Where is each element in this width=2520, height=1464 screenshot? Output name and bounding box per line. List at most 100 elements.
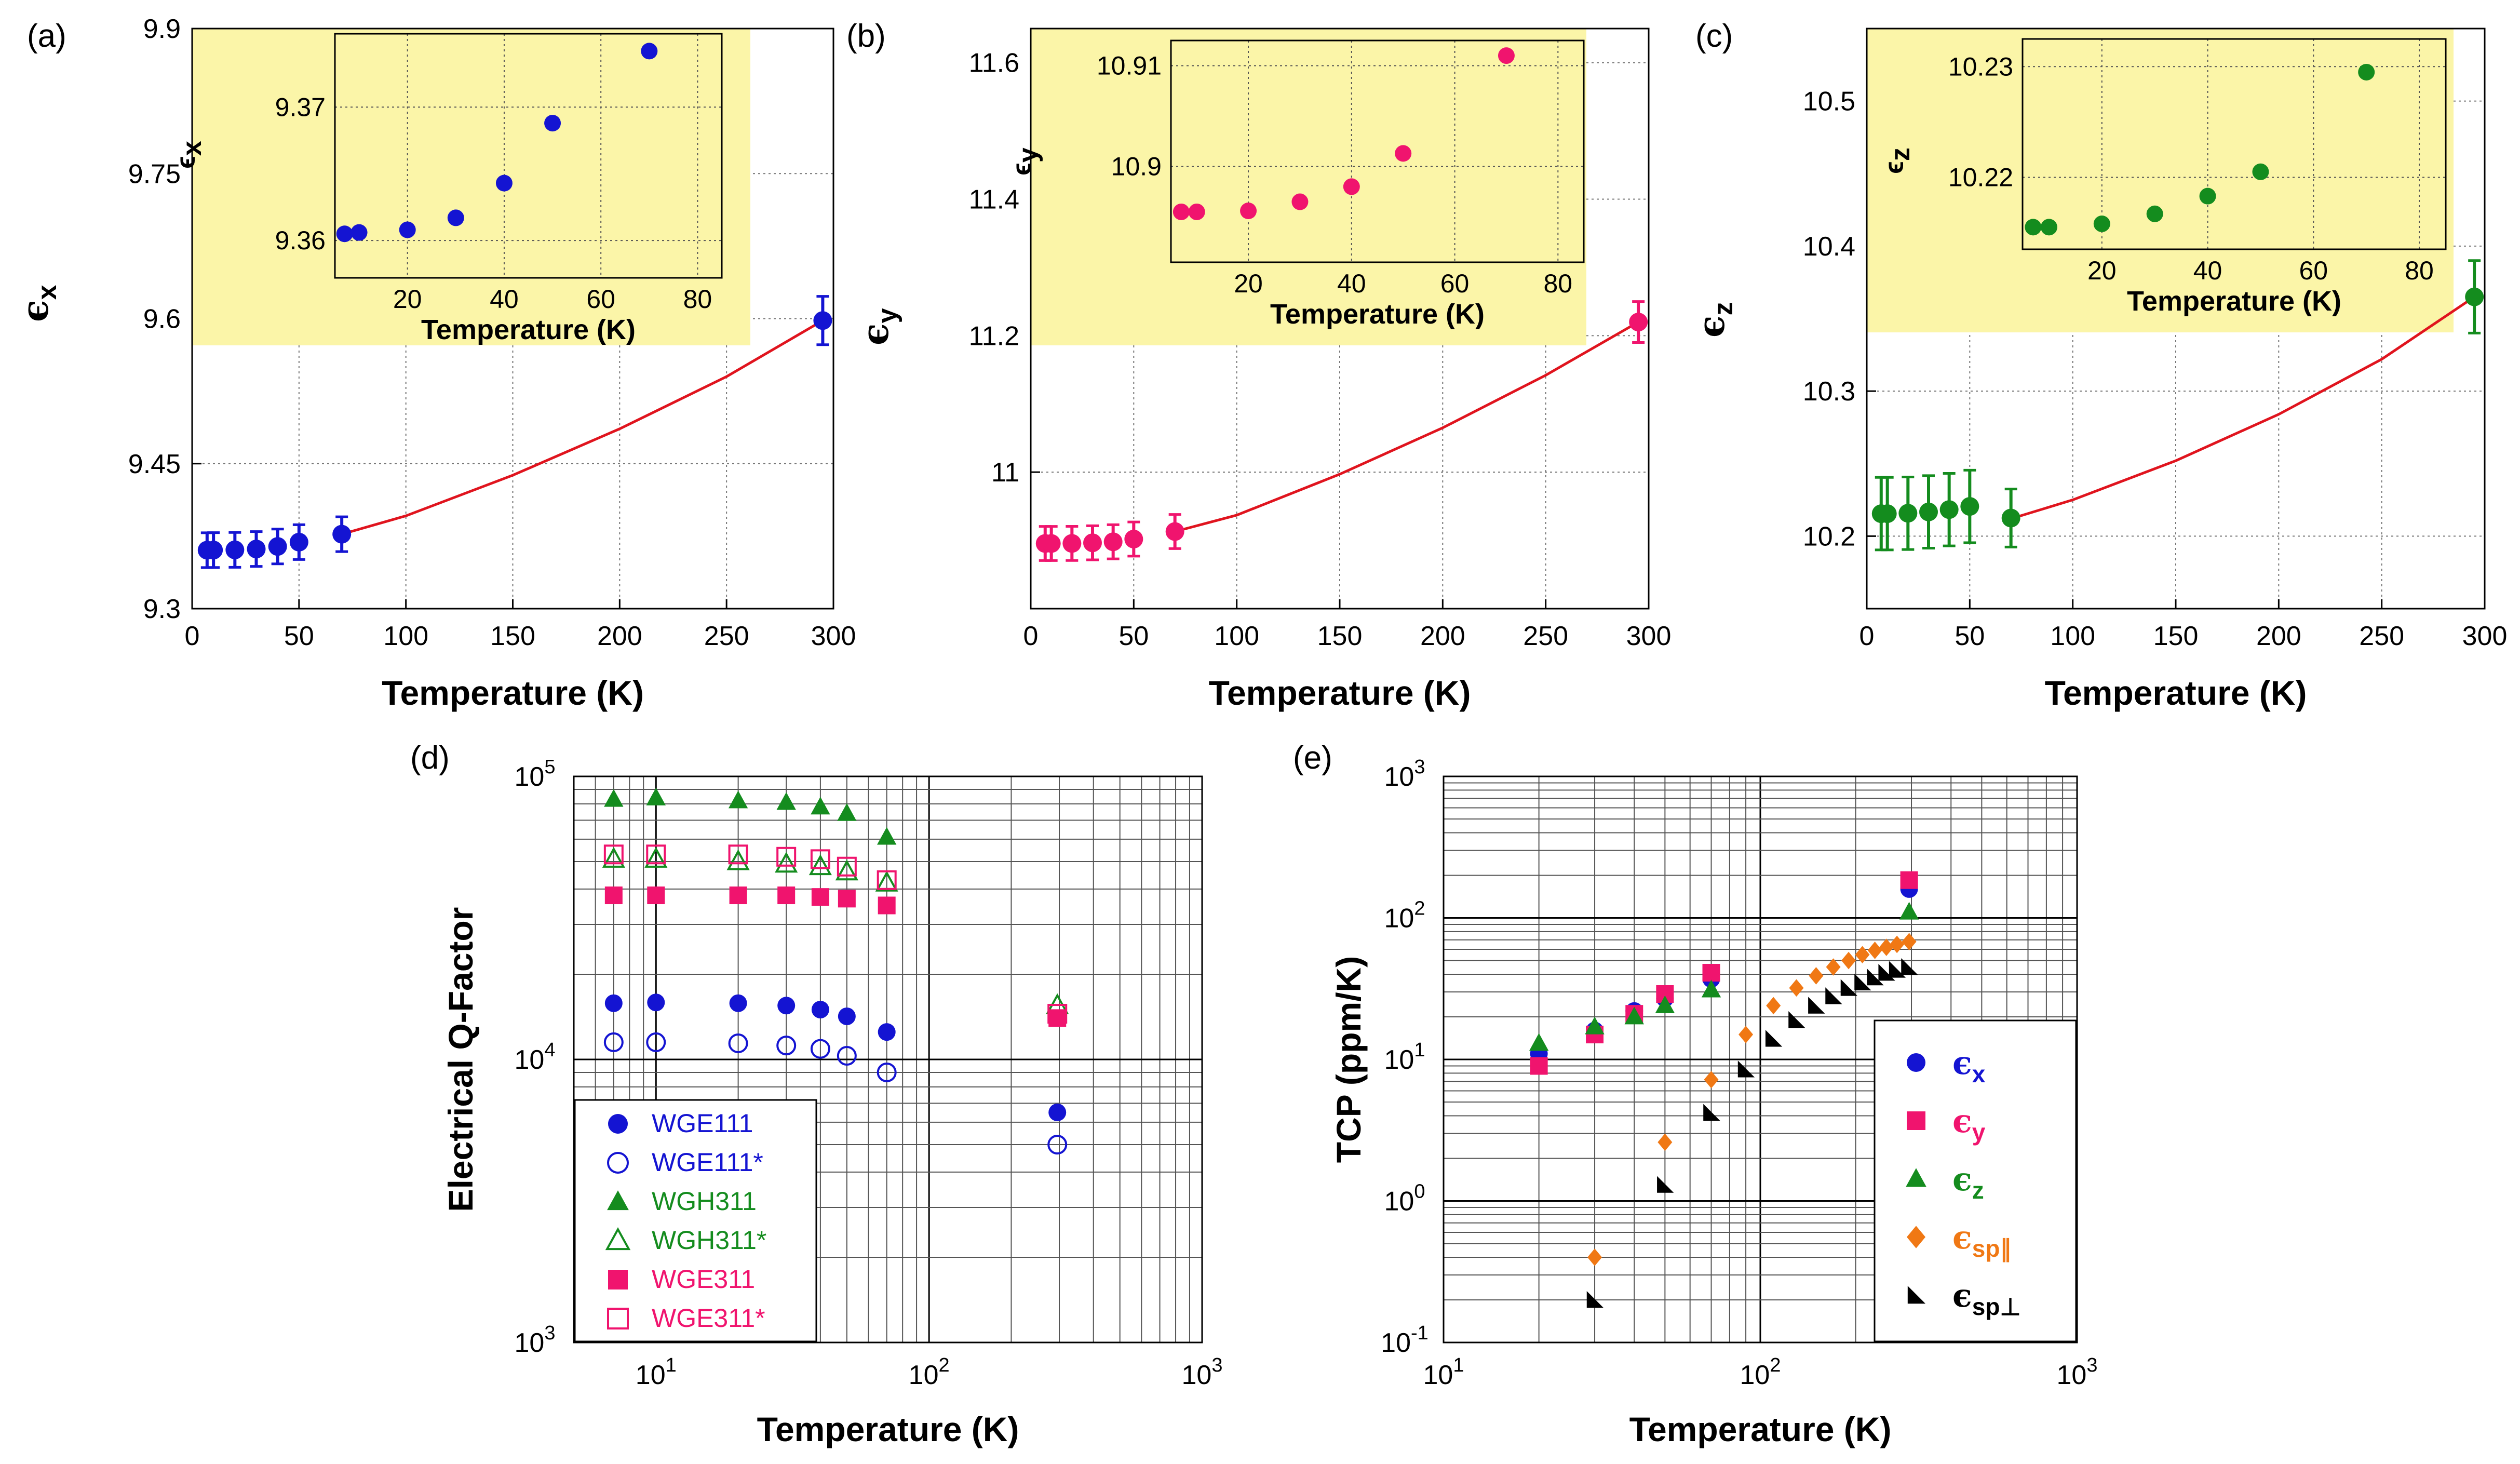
inset-x-tick-label: 40 bbox=[490, 285, 519, 314]
data-point bbox=[811, 1001, 829, 1019]
legend-marker bbox=[607, 1152, 629, 1174]
y-tick-label: 101 bbox=[1384, 1039, 1425, 1075]
data-point bbox=[1808, 997, 1825, 1014]
data-point bbox=[247, 540, 266, 559]
y-tick-label-base: 10 bbox=[515, 1328, 545, 1358]
legend-label: WGE311* bbox=[652, 1304, 765, 1333]
data-point bbox=[837, 803, 857, 821]
data-point bbox=[776, 792, 796, 810]
inset-data-point bbox=[641, 43, 658, 60]
inset-y-axis-title-subscript: x bbox=[177, 141, 207, 156]
y-tick-label: 10.4 bbox=[1803, 232, 1855, 262]
inset-data-point bbox=[1240, 203, 1257, 220]
x-tick-label-base: 10 bbox=[636, 1360, 666, 1390]
x-axis-title: Temperature (K) bbox=[382, 674, 644, 712]
data-point bbox=[1702, 964, 1720, 982]
inset-data-point bbox=[399, 221, 416, 238]
y-tick-label-exponent: 5 bbox=[544, 756, 555, 778]
data-point bbox=[728, 1033, 748, 1053]
inset-data-point bbox=[351, 224, 368, 241]
data-point bbox=[1165, 522, 1184, 541]
y-tick-label-exponent: 2 bbox=[1414, 898, 1425, 920]
x-tick-label-exponent: 2 bbox=[1770, 1354, 1781, 1376]
panel-2: 0 50 100 150 200 250 300 10.2 10.3 10.4 10.5 Temper… bbox=[1690, 28, 2507, 712]
y-tick-label: 10.5 bbox=[1803, 87, 1855, 117]
inset-x-tick-label: 20 bbox=[2087, 256, 2117, 285]
x-tick-label: 102 bbox=[1740, 1354, 1781, 1390]
legend-label-symbol: ϵ bbox=[1952, 1102, 1972, 1140]
inset-frame bbox=[2022, 38, 2447, 250]
inset: 20 40 60 80 10.22 10.23 Temperature (K) ϵz bbox=[1879, 38, 2447, 317]
y-axis-title-symbol: ϵ bbox=[854, 323, 897, 345]
data-point bbox=[1586, 1291, 1604, 1308]
data-point bbox=[1788, 1011, 1805, 1028]
data-point bbox=[1901, 958, 1918, 975]
y-tick-label-base: 10 bbox=[1384, 1187, 1414, 1217]
data-point bbox=[837, 1046, 857, 1066]
plot-frame bbox=[1866, 28, 2486, 610]
x-tick-label-exponent: 2 bbox=[939, 1354, 950, 1376]
inset-x-axis-title: Temperature (K) bbox=[1270, 299, 1485, 330]
data-point bbox=[1624, 1006, 1644, 1025]
y-tick-label-exponent: 0 bbox=[1414, 1181, 1425, 1203]
x-tick-label-exponent: 3 bbox=[1211, 1354, 1222, 1376]
plot-frame bbox=[191, 28, 834, 610]
data-point bbox=[729, 887, 747, 905]
x-tick-label: 150 bbox=[490, 621, 535, 651]
legend-label-symbol: ϵ bbox=[1952, 1277, 1972, 1314]
data-point bbox=[1919, 502, 1938, 521]
data-point bbox=[1083, 533, 1102, 553]
y-tick-label: 9.75 bbox=[128, 159, 181, 189]
inset-data-point bbox=[495, 174, 513, 192]
legend-marker bbox=[605, 1227, 631, 1251]
data-point bbox=[726, 849, 750, 870]
legend-marker bbox=[608, 1114, 628, 1134]
inset-data-point bbox=[336, 225, 353, 243]
data-point bbox=[2001, 508, 2020, 528]
x-tick-label-exponent: 3 bbox=[2086, 1354, 2097, 1376]
x-tick-label: 250 bbox=[2359, 621, 2404, 651]
inset-data-point bbox=[2146, 205, 2163, 222]
inset-y-tick-label: 10.22 bbox=[1948, 163, 2013, 192]
inset-y-tick-label: 9.36 bbox=[275, 226, 326, 255]
data-point bbox=[604, 887, 623, 905]
inset-x-tick-label: 20 bbox=[393, 285, 422, 314]
data-point bbox=[289, 532, 308, 552]
inset-frame bbox=[334, 33, 723, 279]
inset-data-point bbox=[1395, 145, 1412, 162]
y-tick-label: 103 bbox=[1384, 756, 1425, 792]
inset-y-axis-title-symbol: ϵ bbox=[1007, 163, 1037, 176]
data-point bbox=[1902, 933, 1917, 950]
x-tick-label-base: 10 bbox=[2057, 1360, 2087, 1390]
legend-label-subscript: y bbox=[1972, 1119, 1986, 1146]
x-tick-label-base: 10 bbox=[1182, 1360, 1212, 1390]
y-tick-label: 103 bbox=[515, 1322, 556, 1358]
data-point bbox=[777, 887, 796, 905]
y-tick-label-base: 10 bbox=[1384, 1045, 1414, 1075]
legend-marker bbox=[1907, 1286, 1925, 1304]
legend-label-subscript: x bbox=[1972, 1060, 1986, 1087]
data-point bbox=[1765, 1030, 1783, 1047]
inset-data-point bbox=[1173, 203, 1190, 220]
y-tick-label: 9.6 bbox=[143, 304, 181, 334]
data-point bbox=[1657, 1176, 1674, 1193]
panel-0: 0 50 100 150 200 250 300 9.3 9.45 9.6 9.75 9.9 Tempe… bbox=[14, 14, 856, 712]
y-tick-label-exponent: 4 bbox=[544, 1039, 555, 1061]
inset-y-tick-label: 10.23 bbox=[1948, 52, 2013, 81]
y-tick-label: 11.4 bbox=[969, 185, 1019, 215]
inset-y-axis-title-symbol: ϵ bbox=[171, 156, 201, 169]
data-point bbox=[1530, 1057, 1548, 1075]
data-point bbox=[810, 1039, 830, 1059]
data-point bbox=[1825, 987, 1842, 1004]
x-tick-label-base: 10 bbox=[1423, 1360, 1453, 1390]
x-tick-label: 103 bbox=[1182, 1354, 1223, 1390]
y-tick-label: 10.2 bbox=[1803, 521, 1855, 552]
inset-y-tick-label: 9.37 bbox=[275, 92, 326, 122]
data-point bbox=[1047, 1135, 1068, 1155]
x-tick-label: 300 bbox=[1626, 621, 1672, 651]
data-point bbox=[1855, 946, 1870, 964]
y-tick-label-exponent: 1 bbox=[1414, 1039, 1425, 1061]
y-tick-label-base: 10 bbox=[1384, 762, 1414, 792]
data-point bbox=[646, 844, 666, 865]
